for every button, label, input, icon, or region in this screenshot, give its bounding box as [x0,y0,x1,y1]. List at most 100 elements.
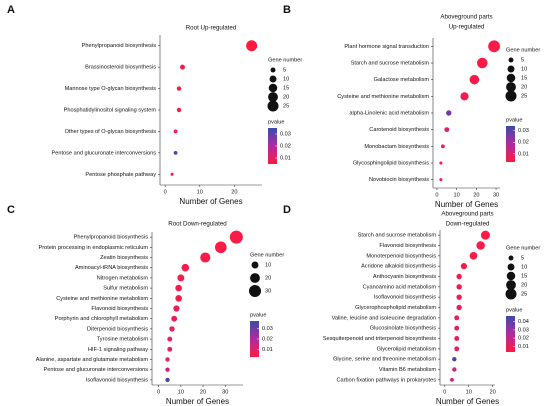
colorbar-label: 0.03 [280,131,291,137]
bubble [229,230,243,244]
size-legend-label: 20 [265,275,271,281]
y-tick-label: Monoterpenoid biosynthesis [366,253,436,259]
bubble [456,273,462,280]
bubble [439,178,443,182]
size-legend-label: 10 [265,262,271,268]
bubble [454,315,460,321]
bubble [439,161,443,165]
y-tick-label: Mannose type O-glycan biosynthesis [65,86,157,92]
size-legend-title: Gene number [506,245,540,251]
size-legend-label: 25 [521,93,527,99]
size-legend-dot [507,65,515,73]
y-tick-label: Phenylpropanoid biosynthesis [74,235,149,241]
colorbar-label: 0.01 [262,347,273,353]
panel-title: Aboveground parts [440,14,492,21]
colorbar [506,126,515,162]
y-tick-label: Sesquiterpenoid and triterpenoid biosynt… [323,336,436,342]
size-legend-dot [268,92,278,102]
color-legend-title: pvalue [506,117,522,123]
size-legend-label: 15 [521,273,527,279]
bubble [460,92,469,101]
y-tick-label: Acridone alkaloid biosynthesis [361,264,436,270]
bubble [181,263,190,272]
y-tick-label: Isoflavonoid biosynthesis [374,295,436,301]
colorbar-label: 0.03 [518,327,529,333]
x-tick-label: 0 [164,189,167,195]
bubble [180,64,185,70]
x-tick-label: 30 [493,192,499,198]
colorbar-label: 0.01 [518,151,529,157]
size-legend-label: 5 [283,67,286,73]
size-legend-label: 20 [521,282,527,288]
size-legend-dot [251,261,259,269]
bubble [440,144,445,149]
bubble [456,284,462,290]
size-legend-dot [508,57,514,63]
y-tick-label: Galactose metabolism [374,77,430,83]
y-tick-label: Isoflavonoid biosynthesis [86,377,148,383]
y-tick-label: Glycerophospholipid metabolism [355,305,436,311]
color-legend-title: pvalue [250,312,266,318]
bubble [175,295,182,302]
bubble [246,40,258,52]
colorbar-label: 0.02 [518,140,529,146]
size-legend-dot [506,280,516,290]
y-tick-label: Starch and sucrose metabolism [351,60,430,66]
y-tick-label: HIF-1 signaling pathway [88,347,148,353]
y-tick-label: Vitamin B6 metabolism [379,367,436,373]
bubble [171,315,178,322]
y-tick-label: Anthocyanin biosynthesis [373,274,436,280]
bubble [173,305,180,312]
x-tick-label: 20 [200,389,206,395]
bubble [452,367,457,372]
y-tick-label: Carbon fixation pathways in prokaryotes [337,377,437,383]
y-tick-label: Flavonoid biosynthesis [379,243,436,249]
size-legend-title: Gene number [506,47,540,53]
x-tick-label: 10 [197,189,203,195]
x-tick-label: 10 [178,389,184,395]
bubble [480,230,490,240]
bubble [454,346,460,352]
size-legend-label: 10 [521,66,527,72]
y-tick-label: Pentose and glucuronate interconversions [44,367,149,373]
y-tick-label: Novobiocin biosynthesis [369,177,429,183]
size-legend-dot [506,271,516,281]
panel-title: Aboveground parts [441,211,493,218]
y-tick-label: Phenylpropanoid biosynthesis [82,43,157,49]
panel-title: Root Up-regulated [186,25,237,32]
x-axis-label: Number of Genes [436,397,499,406]
y-tick-label: Protein processing in endoplasmic reticu… [39,245,149,251]
y-tick-label: Porphyrin and chlorophyll metabolism [55,316,149,322]
colorbar-label: 0.01 [280,155,291,161]
y-tick-label: Tyrosine metabolism [97,337,149,343]
panel-label: A [7,4,15,16]
y-tick-label: Cyanoamino acid metabolism [363,284,437,290]
x-tick-label: 30 [222,389,228,395]
panel-label: B [283,4,291,16]
y-tick-label: Other types of O-glycan biosynthesis [65,129,157,135]
panel-label: D [283,204,291,216]
y-tick-label: Sulfur metabolism [103,286,148,292]
x-tick-label: 0 [443,389,446,395]
bubble [175,284,182,292]
bubble [165,357,170,362]
bubble [176,86,182,91]
size-legend-dot [505,288,517,300]
y-tick-label: Nitrogen metabolism [97,275,149,281]
y-tick-label: Glycine, serine and threonine metabolism [333,357,436,363]
size-legend-label: 25 [283,103,289,109]
color-legend-title: pvalue [268,119,284,125]
x-tick-label: 10 [454,192,460,198]
size-legend-label: 5 [521,255,524,261]
y-tick-label: Glycerolipid metabolism [377,346,437,352]
colorbar [268,128,277,164]
bubble [167,336,173,342]
panel-title: Up-regulated [449,24,485,31]
bubble [450,377,454,382]
bubble [454,325,460,331]
size-legend-dot [267,100,279,112]
size-legend-dot [506,73,516,83]
size-legend-dot [269,75,277,83]
x-tick-label: 0 [157,389,160,395]
size-legend-label: 15 [283,85,289,91]
